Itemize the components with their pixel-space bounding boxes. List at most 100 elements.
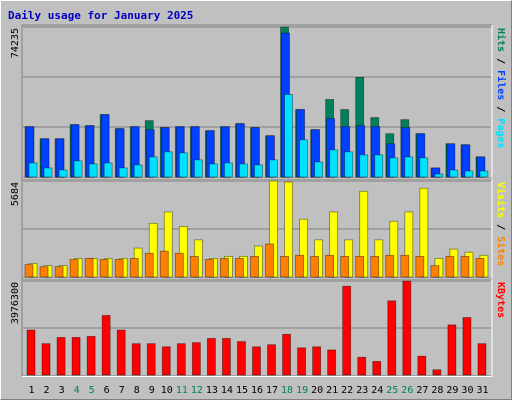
bar — [432, 369, 442, 376]
bar — [43, 167, 53, 178]
bar — [220, 258, 229, 278]
x-tick-label: 31 — [476, 385, 488, 396]
x-tick-label: 12 — [191, 385, 203, 396]
x-tick-label: 1 — [29, 385, 35, 396]
bar — [178, 152, 188, 178]
bar — [163, 151, 173, 178]
bar — [252, 346, 261, 376]
bar — [419, 157, 429, 178]
legend-entry: Files — [495, 70, 507, 100]
bar — [314, 161, 324, 178]
x-tick-label: 22 — [341, 385, 353, 396]
bar — [176, 343, 186, 376]
bar — [224, 162, 233, 178]
bar — [387, 300, 397, 376]
x-tick-label: 3 — [59, 385, 65, 396]
x-tick-label: 27 — [416, 385, 428, 396]
bar — [404, 156, 414, 178]
bar — [222, 338, 231, 376]
x-tick-label: 10 — [161, 385, 173, 396]
bar — [208, 163, 218, 178]
bar — [99, 259, 109, 278]
bar — [475, 258, 485, 278]
x-tick-label: 24 — [371, 385, 383, 396]
bar — [374, 154, 384, 178]
bar — [161, 346, 171, 376]
bar — [71, 337, 81, 376]
y-tick-label: 74235 — [10, 28, 21, 58]
legend-entry: Visits — [495, 182, 507, 218]
bar — [206, 338, 216, 376]
bar — [131, 343, 141, 376]
bar — [73, 160, 83, 178]
x-tick-label: 26 — [401, 385, 413, 396]
bar — [189, 255, 199, 278]
bar — [118, 167, 128, 178]
bar — [462, 317, 472, 376]
chart-title: Daily usage for January 2025 — [8, 9, 193, 22]
legend: KBytes — [495, 282, 506, 318]
bar — [39, 266, 49, 278]
bar — [344, 151, 354, 178]
legend-entry: Sites — [495, 236, 507, 266]
bar — [41, 343, 51, 376]
bar — [295, 254, 304, 278]
bar — [479, 170, 489, 178]
bar — [372, 361, 382, 376]
bar — [340, 255, 350, 278]
bar — [103, 162, 113, 178]
bar — [133, 164, 143, 178]
bar — [69, 259, 79, 278]
bar — [269, 159, 278, 178]
bar — [299, 139, 308, 178]
x-tick-label: 20 — [311, 385, 323, 396]
x-tick-label: 14 — [221, 385, 233, 396]
x-tick-label: 30 — [461, 385, 473, 396]
x-tick-label: 13 — [206, 385, 218, 396]
bar — [88, 163, 98, 178]
bar — [359, 154, 369, 178]
bar — [430, 265, 440, 278]
bar — [204, 259, 214, 278]
bar — [389, 157, 399, 178]
x-tick-label: 9 — [149, 385, 155, 396]
bar — [267, 344, 276, 376]
bar — [58, 169, 68, 178]
bar — [144, 252, 154, 278]
y-tick-label: 3976300 — [10, 282, 21, 324]
legend: Hits / Files / Pages — [495, 28, 507, 148]
plot-bevel — [22, 279, 493, 377]
bar — [250, 255, 259, 278]
bar — [129, 258, 139, 278]
bar — [191, 342, 201, 376]
bar — [174, 252, 184, 278]
bar — [280, 255, 289, 278]
bar — [325, 254, 335, 278]
bar — [235, 258, 244, 278]
bar — [114, 259, 124, 278]
legend-separator: / — [495, 100, 506, 118]
bar — [355, 255, 365, 278]
bar — [445, 255, 455, 278]
legend-entry: Pages — [495, 118, 506, 148]
bar — [297, 347, 306, 376]
bar — [284, 94, 293, 178]
x-tick-label: 29 — [446, 385, 458, 396]
bar — [385, 254, 395, 278]
x-tick-label: 15 — [236, 385, 248, 396]
bar — [86, 335, 96, 376]
x-tick-label: 4 — [74, 385, 80, 396]
x-tick-label: 11 — [176, 385, 188, 396]
x-tick-label: 25 — [386, 385, 398, 396]
bar — [460, 255, 470, 278]
bar — [28, 162, 38, 178]
bar — [193, 159, 203, 178]
bar — [417, 355, 427, 376]
bar — [84, 258, 94, 278]
bar — [447, 324, 457, 376]
bar — [254, 164, 263, 178]
bar — [54, 266, 64, 278]
bar — [449, 169, 459, 178]
x-tick-label: 8 — [134, 385, 140, 396]
